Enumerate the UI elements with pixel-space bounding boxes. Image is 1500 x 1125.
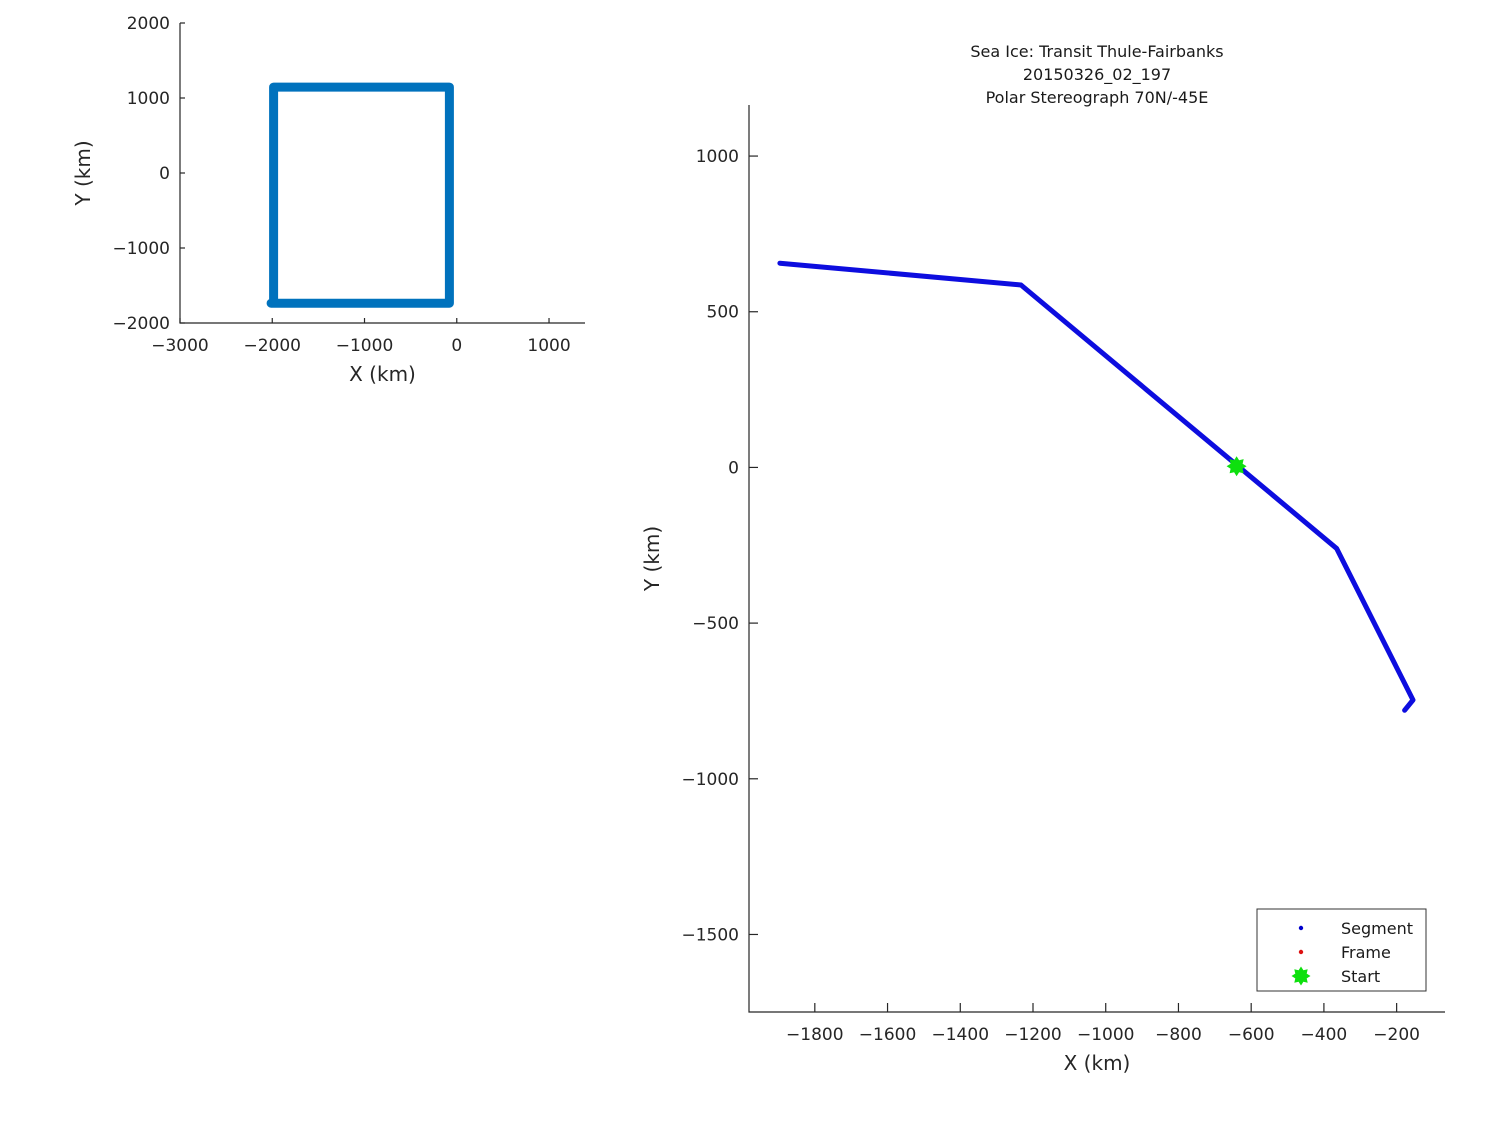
legend-start-marker-icon (1291, 966, 1311, 986)
x-tick-label: −1000 (336, 336, 394, 356)
legend-frame-marker-icon (1298, 949, 1304, 955)
x-tick-label: −400 (1301, 1025, 1348, 1045)
x-tick-label: 1000 (527, 336, 570, 356)
y-tick-label: −1000 (112, 239, 170, 259)
y-tick-label: −500 (692, 614, 739, 634)
x-tick-label: −1000 (1077, 1025, 1135, 1045)
y-tick-label: −2000 (112, 314, 170, 334)
y-axis-label: Y (km) (640, 526, 664, 592)
y-tick-label: 2000 (127, 14, 170, 34)
x-axis-label: X (km) (1064, 1051, 1131, 1075)
start-marker (1226, 456, 1247, 477)
y-tick-label: 1000 (127, 89, 170, 109)
x-tick-label: −800 (1155, 1025, 1202, 1045)
legend-segment-label: Segment (1341, 919, 1413, 938)
x-tick-label: −600 (1228, 1025, 1275, 1045)
y-tick-label: −1000 (681, 770, 739, 790)
chart-title-line: 20150326_02_197 (1023, 65, 1171, 85)
legend-segment-marker-icon (1298, 925, 1304, 931)
overview-map: −3000 −2000 −1000 0 1000−2000−1000010002000X… (71, 14, 585, 386)
x-tick-label: −2000 (243, 336, 301, 356)
axes-spines (179, 23, 585, 324)
legend-box (1256, 908, 1427, 992)
chart-title-line: Polar Stereograph 70N/-45E (986, 88, 1209, 107)
x-axis-label: X (km) (349, 362, 416, 386)
x-tick-label: −1600 (859, 1025, 917, 1045)
axes-spines (748, 105, 1445, 1013)
x-tick-label: −1800 (786, 1025, 844, 1045)
x-tick-label: −1200 (1004, 1025, 1062, 1045)
y-tick-label: 0 (728, 458, 739, 478)
y-tick-label: 1000 (696, 147, 739, 167)
x-tick-label: −1400 (932, 1025, 990, 1045)
x-tick-label: −3000 (151, 336, 209, 356)
scene-boundary (266, 82, 454, 308)
legend-frame-label: Frame (1341, 943, 1391, 962)
x-tick-label: 0 (451, 336, 462, 356)
y-tick-label: 0 (159, 164, 170, 184)
x-tick-label: −200 (1373, 1025, 1420, 1045)
transit-track: −1800 −1600 −1400 −1200 −1000 −800 −600 −400 −20… (640, 42, 1445, 1075)
legend: Segment Frame Start (1256, 908, 1427, 992)
y-axis-label: Y (km) (71, 140, 95, 206)
legend-start-label: Start (1341, 967, 1380, 986)
y-tick-label: 500 (707, 303, 739, 323)
segment-track (777, 260, 1416, 713)
chart-title-line: Sea Ice: Transit Thule-Fairbanks (970, 42, 1223, 61)
y-tick-label: −1500 (681, 925, 739, 945)
